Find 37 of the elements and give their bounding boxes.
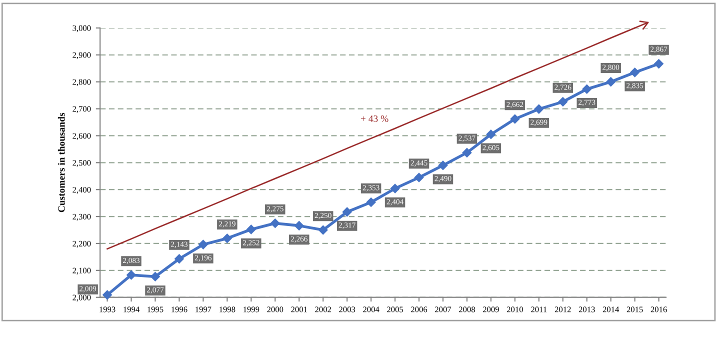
x-tick-label: 2000 xyxy=(267,306,284,312)
x-tick-label: 1996 xyxy=(172,306,188,312)
x-tick-label: 2004 xyxy=(363,306,380,312)
y-tick-label: 2,300 xyxy=(72,214,91,221)
x-tick-label: 2002 xyxy=(315,306,331,312)
x-tick-label: 2009 xyxy=(482,306,499,312)
x-tick-label: 2014 xyxy=(602,306,620,312)
y-tick-label: 2,400 xyxy=(72,186,91,194)
x-tick-label: 1994 xyxy=(124,306,140,312)
x-tick-label: 2015 xyxy=(626,306,643,312)
x-tick-label: 1995 xyxy=(148,306,164,312)
y-tick-label: 2,000 xyxy=(72,294,91,302)
y-tick-label: 2,800 xyxy=(72,79,91,86)
x-tick-label: 1997 xyxy=(196,306,212,312)
x-tick-label: 1999 xyxy=(244,306,260,312)
x-tick-label: 2013 xyxy=(578,306,595,312)
x-tick-label: 2008 xyxy=(459,306,475,312)
x-tick-label: 1993 xyxy=(100,306,116,312)
x-tick-label: 1998 xyxy=(220,306,236,312)
annotation: + 43 % xyxy=(360,115,388,122)
x-tick-label: 2005 xyxy=(387,306,404,312)
x-tick-label: 2003 xyxy=(339,306,356,312)
x-tick-label: 2010 xyxy=(506,306,523,312)
y-tick-label: 3,000 xyxy=(72,25,91,32)
x-tick-label: 2011 xyxy=(531,306,547,312)
y-tick-label: 2,700 xyxy=(72,106,91,113)
x-tick-label: 2016 xyxy=(650,306,667,312)
y-axis-title: Customers in thousands xyxy=(58,112,65,212)
y-tick-label: 2,900 xyxy=(72,52,91,60)
x-tick-label: 2001 xyxy=(291,306,307,312)
x-tick-label: 2012 xyxy=(554,306,571,312)
x-tick-label: 2006 xyxy=(411,306,428,312)
x-tick-label: 2007 xyxy=(435,306,452,312)
y-tick-label: 2,500 xyxy=(72,160,91,167)
y-tick-label: 2,200 xyxy=(72,240,91,248)
y-tick-label: 2,100 xyxy=(72,268,91,275)
y-tick-label: 2,600 xyxy=(72,133,91,140)
